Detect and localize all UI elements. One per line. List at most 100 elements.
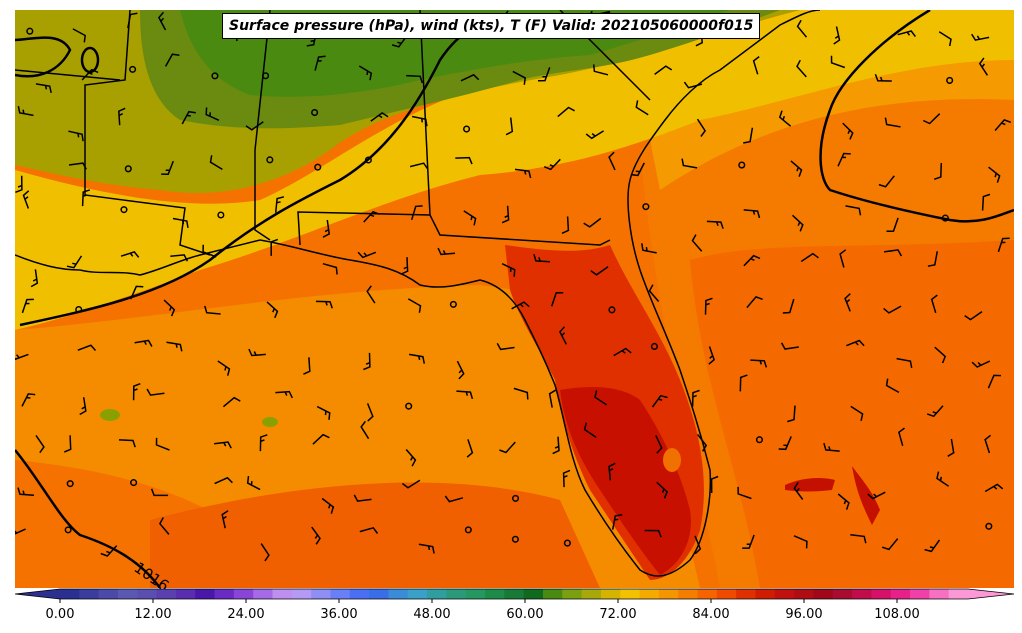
wind-barb	[742, 534, 755, 549]
wind-barb	[315, 300, 334, 309]
map-title: Surface pressure (hPa), wind (kts), T (F…	[222, 13, 761, 39]
calm-wind-circle	[449, 300, 457, 308]
wind-barb	[845, 205, 862, 216]
wind-barb	[743, 254, 761, 267]
wind-barb	[408, 353, 426, 364]
wind-barb	[550, 291, 564, 307]
wind-barb	[896, 357, 913, 369]
calm-wind-circle	[130, 479, 138, 487]
wind-barb	[17, 487, 35, 497]
wind-barb	[217, 360, 231, 376]
colorbar-tick-label: 12.00	[134, 607, 172, 622]
wind-barb	[79, 397, 87, 416]
wind-barb	[613, 347, 632, 357]
wind-barb	[81, 189, 91, 207]
wind-barb	[796, 59, 807, 78]
wind-barb	[844, 293, 851, 312]
wind-barb	[455, 156, 473, 165]
wind-barb	[561, 216, 570, 234]
wind-barb	[708, 346, 715, 365]
colorbar-tick-label: 24.00	[227, 607, 265, 622]
wind-barb	[654, 65, 673, 76]
colorbar-segment	[214, 589, 235, 599]
wind-barb	[930, 294, 938, 314]
temp-bahamas	[785, 477, 835, 492]
calm-wind-circle	[314, 163, 322, 171]
temp-florida-hottest	[560, 387, 691, 575]
wind-barb	[850, 405, 864, 421]
wind-barb	[562, 469, 571, 488]
wind-barb	[266, 301, 279, 319]
colorbar-tick-label: 108.00	[874, 607, 920, 622]
wind-barb	[407, 298, 422, 313]
calm-wind-circle	[946, 76, 954, 84]
colorbar-tick-label: 36.00	[320, 607, 358, 622]
colorbar-tick-label: 96.00	[785, 607, 823, 622]
wind-barb	[214, 476, 233, 485]
wind-barb	[883, 249, 903, 257]
wind-barb	[17, 105, 34, 117]
wind-barb	[357, 251, 377, 259]
calm-wind-circle	[464, 526, 472, 534]
wind-barb	[15, 528, 26, 535]
colorbar-segment	[175, 589, 196, 599]
wind-barb	[936, 471, 950, 487]
wind-barb	[164, 53, 180, 67]
wind-barb	[933, 162, 943, 181]
colorbar-segment	[813, 589, 834, 599]
wind-barb	[947, 438, 955, 457]
colorbar-segment	[716, 589, 737, 599]
wind-barb	[166, 341, 183, 352]
wind-barb	[681, 158, 698, 169]
wind-barb	[170, 254, 189, 262]
wind-barb	[360, 420, 370, 440]
wind-barb	[704, 297, 713, 315]
wind-barb	[35, 434, 45, 454]
wind-barb	[514, 168, 532, 179]
wind-barb	[410, 205, 423, 221]
wind-barb	[444, 495, 464, 503]
colorbar-segment	[639, 589, 660, 599]
wind-barb	[161, 160, 174, 175]
isobar-southwest	[15, 449, 162, 588]
temperature-field	[15, 10, 1014, 588]
wind-barb	[437, 247, 456, 256]
colorbar-tick-label: 0.00	[45, 607, 75, 622]
wind-barb	[68, 130, 84, 142]
wind-barb	[750, 359, 768, 368]
temp-south	[150, 482, 600, 588]
wind-barb	[21, 298, 34, 314]
wind-barb	[964, 310, 983, 321]
wind-barb	[924, 539, 941, 553]
calm-wind-circle	[405, 402, 413, 410]
wind-barb	[202, 244, 217, 258]
wind-barb	[898, 427, 905, 447]
wind-barb	[418, 543, 435, 554]
colorbar-segment	[794, 589, 814, 599]
calm-wind-circle	[64, 526, 72, 534]
colorbar-segment	[581, 589, 602, 599]
wind-barb	[406, 74, 424, 84]
wind-barb	[782, 298, 795, 314]
wind-barb	[312, 433, 330, 445]
wind-barb	[64, 435, 72, 453]
wind-barb	[499, 441, 516, 454]
calm-wind-circle	[124, 165, 132, 173]
wind-barb	[837, 493, 850, 510]
coastline	[15, 10, 821, 577]
calm-wind-circle	[120, 206, 128, 214]
wind-barb	[984, 434, 992, 454]
colorbar-segment	[60, 589, 80, 599]
wind-barb	[743, 127, 754, 144]
temp-bahamas-2	[852, 466, 880, 525]
wind-barb	[590, 266, 609, 276]
colorbar-segment	[774, 589, 795, 599]
wind-barb	[456, 360, 465, 380]
wind-barb	[922, 113, 941, 125]
wind-barb	[157, 11, 167, 31]
wind-barb	[22, 190, 30, 209]
wind-barb	[270, 238, 279, 256]
wind-barb	[77, 344, 97, 351]
wind-barb	[927, 251, 939, 267]
colorbar-segment	[79, 589, 100, 599]
